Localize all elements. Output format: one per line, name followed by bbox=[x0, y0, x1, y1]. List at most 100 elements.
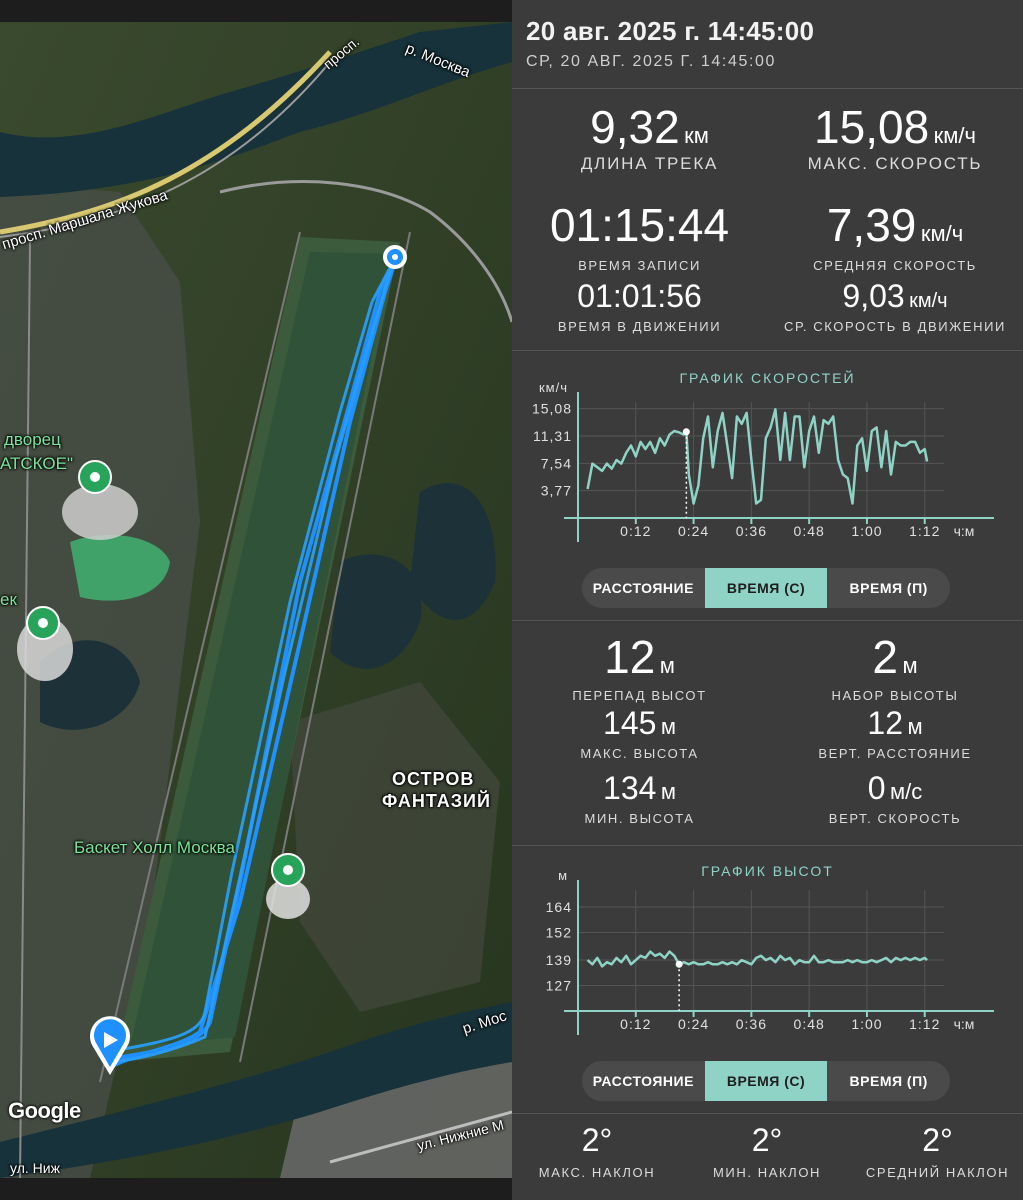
stat-label: ВЕРТ. РАССТОЯНИЕ bbox=[818, 746, 972, 761]
stat-value: 01:01:56 bbox=[577, 278, 702, 314]
road bbox=[0, 61, 331, 238]
stat-unit: м bbox=[659, 653, 675, 678]
x-tick-label: 1:00 bbox=[851, 523, 882, 539]
x-tick-label: 0:24 bbox=[678, 1016, 709, 1032]
road bbox=[19, 241, 31, 1178]
stat-value: 134 bbox=[603, 770, 657, 806]
x-tick-label: 0:36 bbox=[736, 523, 767, 539]
divider bbox=[512, 845, 1023, 846]
stat-avg-slope: 2° СРЕДНИЙ НАКЛОН bbox=[852, 1122, 1023, 1180]
stat-value: 9,03 bbox=[842, 278, 905, 314]
poi-label-palace-name: АТСКОЕ" bbox=[0, 454, 73, 473]
map-canvas[interactable] bbox=[0, 22, 512, 1178]
stat-unit: м bbox=[902, 653, 918, 678]
stat-value: 2° bbox=[581, 1122, 613, 1158]
toggle-time-total[interactable]: ВРЕМЯ (С) bbox=[704, 568, 828, 608]
x-unit-label: ч:м bbox=[954, 523, 975, 539]
stat-label: ПЕРЕПАД ВЫСОТ bbox=[572, 688, 707, 703]
y-tick-label: 127 bbox=[546, 978, 572, 994]
pond-green bbox=[70, 534, 170, 601]
y-tick-label: 11,31 bbox=[533, 428, 572, 444]
stat-value: 145 bbox=[603, 705, 657, 741]
x-tick-label: 0:48 bbox=[794, 1016, 825, 1032]
route-map[interactable]: просп. р. Москва просп. Маршала Жукова д… bbox=[0, 22, 512, 1178]
rowing-canal-water bbox=[130, 252, 392, 1047]
poi-label-basket-hall: Баскет Холл Москва bbox=[74, 838, 235, 857]
track-header: 20 авг. 2025 г. 14:45:00 СР, 20 АВГ. 202… bbox=[512, 0, 1023, 89]
y-tick-label: 152 bbox=[546, 924, 572, 940]
google-logo: Google bbox=[8, 1098, 81, 1123]
stat-moving-time: 01:01:56 ВРЕМЯ В ДВИЖЕНИИ bbox=[512, 278, 767, 334]
stat-value: 12 bbox=[604, 631, 656, 683]
stat-max-slope: 2° МАКС. НАКЛОН bbox=[512, 1122, 682, 1180]
stat-value: 12 bbox=[867, 705, 903, 741]
track-end-marker[interactable] bbox=[383, 245, 407, 269]
stat-label: МАКС. ВЫСОТА bbox=[580, 746, 699, 761]
elevation-chart-axis-toggle[interactable]: РАССТОЯНИЕ ВРЕМЯ (С) ВРЕМЯ (П) bbox=[582, 1061, 950, 1101]
y-tick-label: 15,08 bbox=[532, 401, 572, 417]
stat-label: МИН. ВЫСОТА bbox=[584, 811, 695, 826]
pond bbox=[410, 483, 496, 620]
stat-unit: км/ч bbox=[920, 221, 964, 246]
speed-chart[interactable]: 3,77 7,54 11,31 15,08 0:12 0:24 0:36 0:48 1:00 1:… bbox=[512, 352, 1023, 552]
area-label-island-2: ФАНТАЗИЙ bbox=[382, 791, 491, 811]
stadium-dome bbox=[266, 879, 310, 919]
road-nizhnie bbox=[329, 1110, 512, 1164]
stat-avg-speed: 7,39 км/ч СРЕДНЯЯ СКОРОСТЬ bbox=[767, 198, 1023, 273]
river-bottom bbox=[0, 1002, 512, 1178]
stat-label: ВРЕМЯ ЗАПИСИ bbox=[578, 258, 701, 273]
stat-distance: 9,32 км ДЛИНА ТРЕКА bbox=[522, 100, 777, 174]
stat-label: МАКС. СКОРОСТЬ bbox=[807, 154, 983, 173]
road bbox=[239, 231, 411, 1063]
x-tick-label: 1:12 bbox=[909, 523, 940, 539]
x-tick-label: 1:12 bbox=[909, 1016, 940, 1032]
pond bbox=[330, 554, 422, 669]
stat-label: МИН. НАКЛОН bbox=[712, 1165, 822, 1180]
speed-chart-title: ГРАФИК СКОРОСТЕЙ bbox=[679, 370, 856, 386]
series-line bbox=[586, 408, 929, 505]
stat-unit: км/ч bbox=[933, 123, 976, 148]
street-label: ул. Ниж bbox=[10, 1160, 60, 1176]
speed-chart-axis-toggle[interactable]: РАССТОЯНИЕ ВРЕМЯ (С) ВРЕМЯ (П) bbox=[582, 568, 950, 608]
stat-label: СР. СКОРОСТЬ В ДВИЖЕНИИ bbox=[784, 319, 1006, 334]
x-tick-label: 1:00 bbox=[851, 1016, 882, 1032]
elevation-chart[interactable]: 127 139 152 164 0:12 0:24 0:36 0:48 1:00 1:12 м ч:м bbox=[512, 846, 1023, 1046]
track-datetime-sub: СР, 20 АВГ. 2025 Г. 14:45:00 bbox=[526, 53, 777, 70]
track-datetime: 20 авг. 2025 г. 14:45:00 bbox=[526, 16, 815, 46]
stat-label: ДЛИНА ТРЕКА bbox=[580, 154, 719, 173]
road bbox=[219, 180, 512, 323]
toggle-distance[interactable]: РАССТОЯНИЕ bbox=[592, 1073, 694, 1089]
y-unit-label: м bbox=[558, 868, 568, 883]
elevation-chart-title: ГРАФИК ВЫСОТ bbox=[701, 863, 834, 879]
x-unit-label: ч:м bbox=[954, 1016, 975, 1032]
stat-label: СРЕДНЯЯ СКОРОСТЬ bbox=[813, 258, 977, 273]
toggle-time-total[interactable]: ВРЕМЯ (С) bbox=[704, 1061, 828, 1101]
gps-track-return bbox=[107, 261, 395, 1064]
stat-unit: м bbox=[660, 779, 676, 804]
road-marshal-zhukov bbox=[0, 50, 332, 235]
stat-value: 0 bbox=[867, 770, 886, 806]
stat-unit: м bbox=[907, 714, 923, 739]
stat-label: НАБОР ВЫСОТЫ bbox=[831, 688, 959, 703]
stat-record-time: 01:15:44 ВРЕМЯ ЗАПИСИ bbox=[512, 198, 767, 273]
urban-area bbox=[290, 682, 500, 1012]
toggle-time-moving[interactable]: ВРЕМЯ (П) bbox=[849, 1073, 928, 1089]
x-tick-label: 0:48 bbox=[794, 523, 825, 539]
poi-label-palace: дворец bbox=[4, 430, 61, 449]
stat-elev-gain: 2 м НАБОР ВЫСОТЫ bbox=[767, 630, 1023, 703]
area-label-island: ОСТРОВ bbox=[392, 769, 475, 789]
x-tick-label: 0:36 bbox=[736, 1016, 767, 1032]
toggle-time-moving[interactable]: ВРЕМЯ (П) bbox=[849, 580, 928, 596]
poi-marker-basket-hall[interactable] bbox=[271, 853, 305, 887]
stat-unit: м bbox=[660, 714, 676, 739]
poi-marker-ek[interactable] bbox=[26, 606, 60, 640]
track-start-marker[interactable] bbox=[89, 1016, 130, 1075]
divider bbox=[512, 1113, 1023, 1114]
poi-marker-palace[interactable] bbox=[78, 460, 112, 494]
stat-unit: км/ч bbox=[909, 290, 948, 312]
stat-max-speed: 15,08 км/ч МАКС. СКОРОСТЬ bbox=[767, 100, 1023, 174]
x-tick-label: 0:12 bbox=[620, 523, 651, 539]
stat-max-altitude: 145 м МАКС. ВЫСОТА bbox=[512, 705, 767, 761]
y-tick-label: 7,54 bbox=[541, 455, 572, 471]
toggle-distance[interactable]: РАССТОЯНИЕ bbox=[592, 580, 694, 596]
